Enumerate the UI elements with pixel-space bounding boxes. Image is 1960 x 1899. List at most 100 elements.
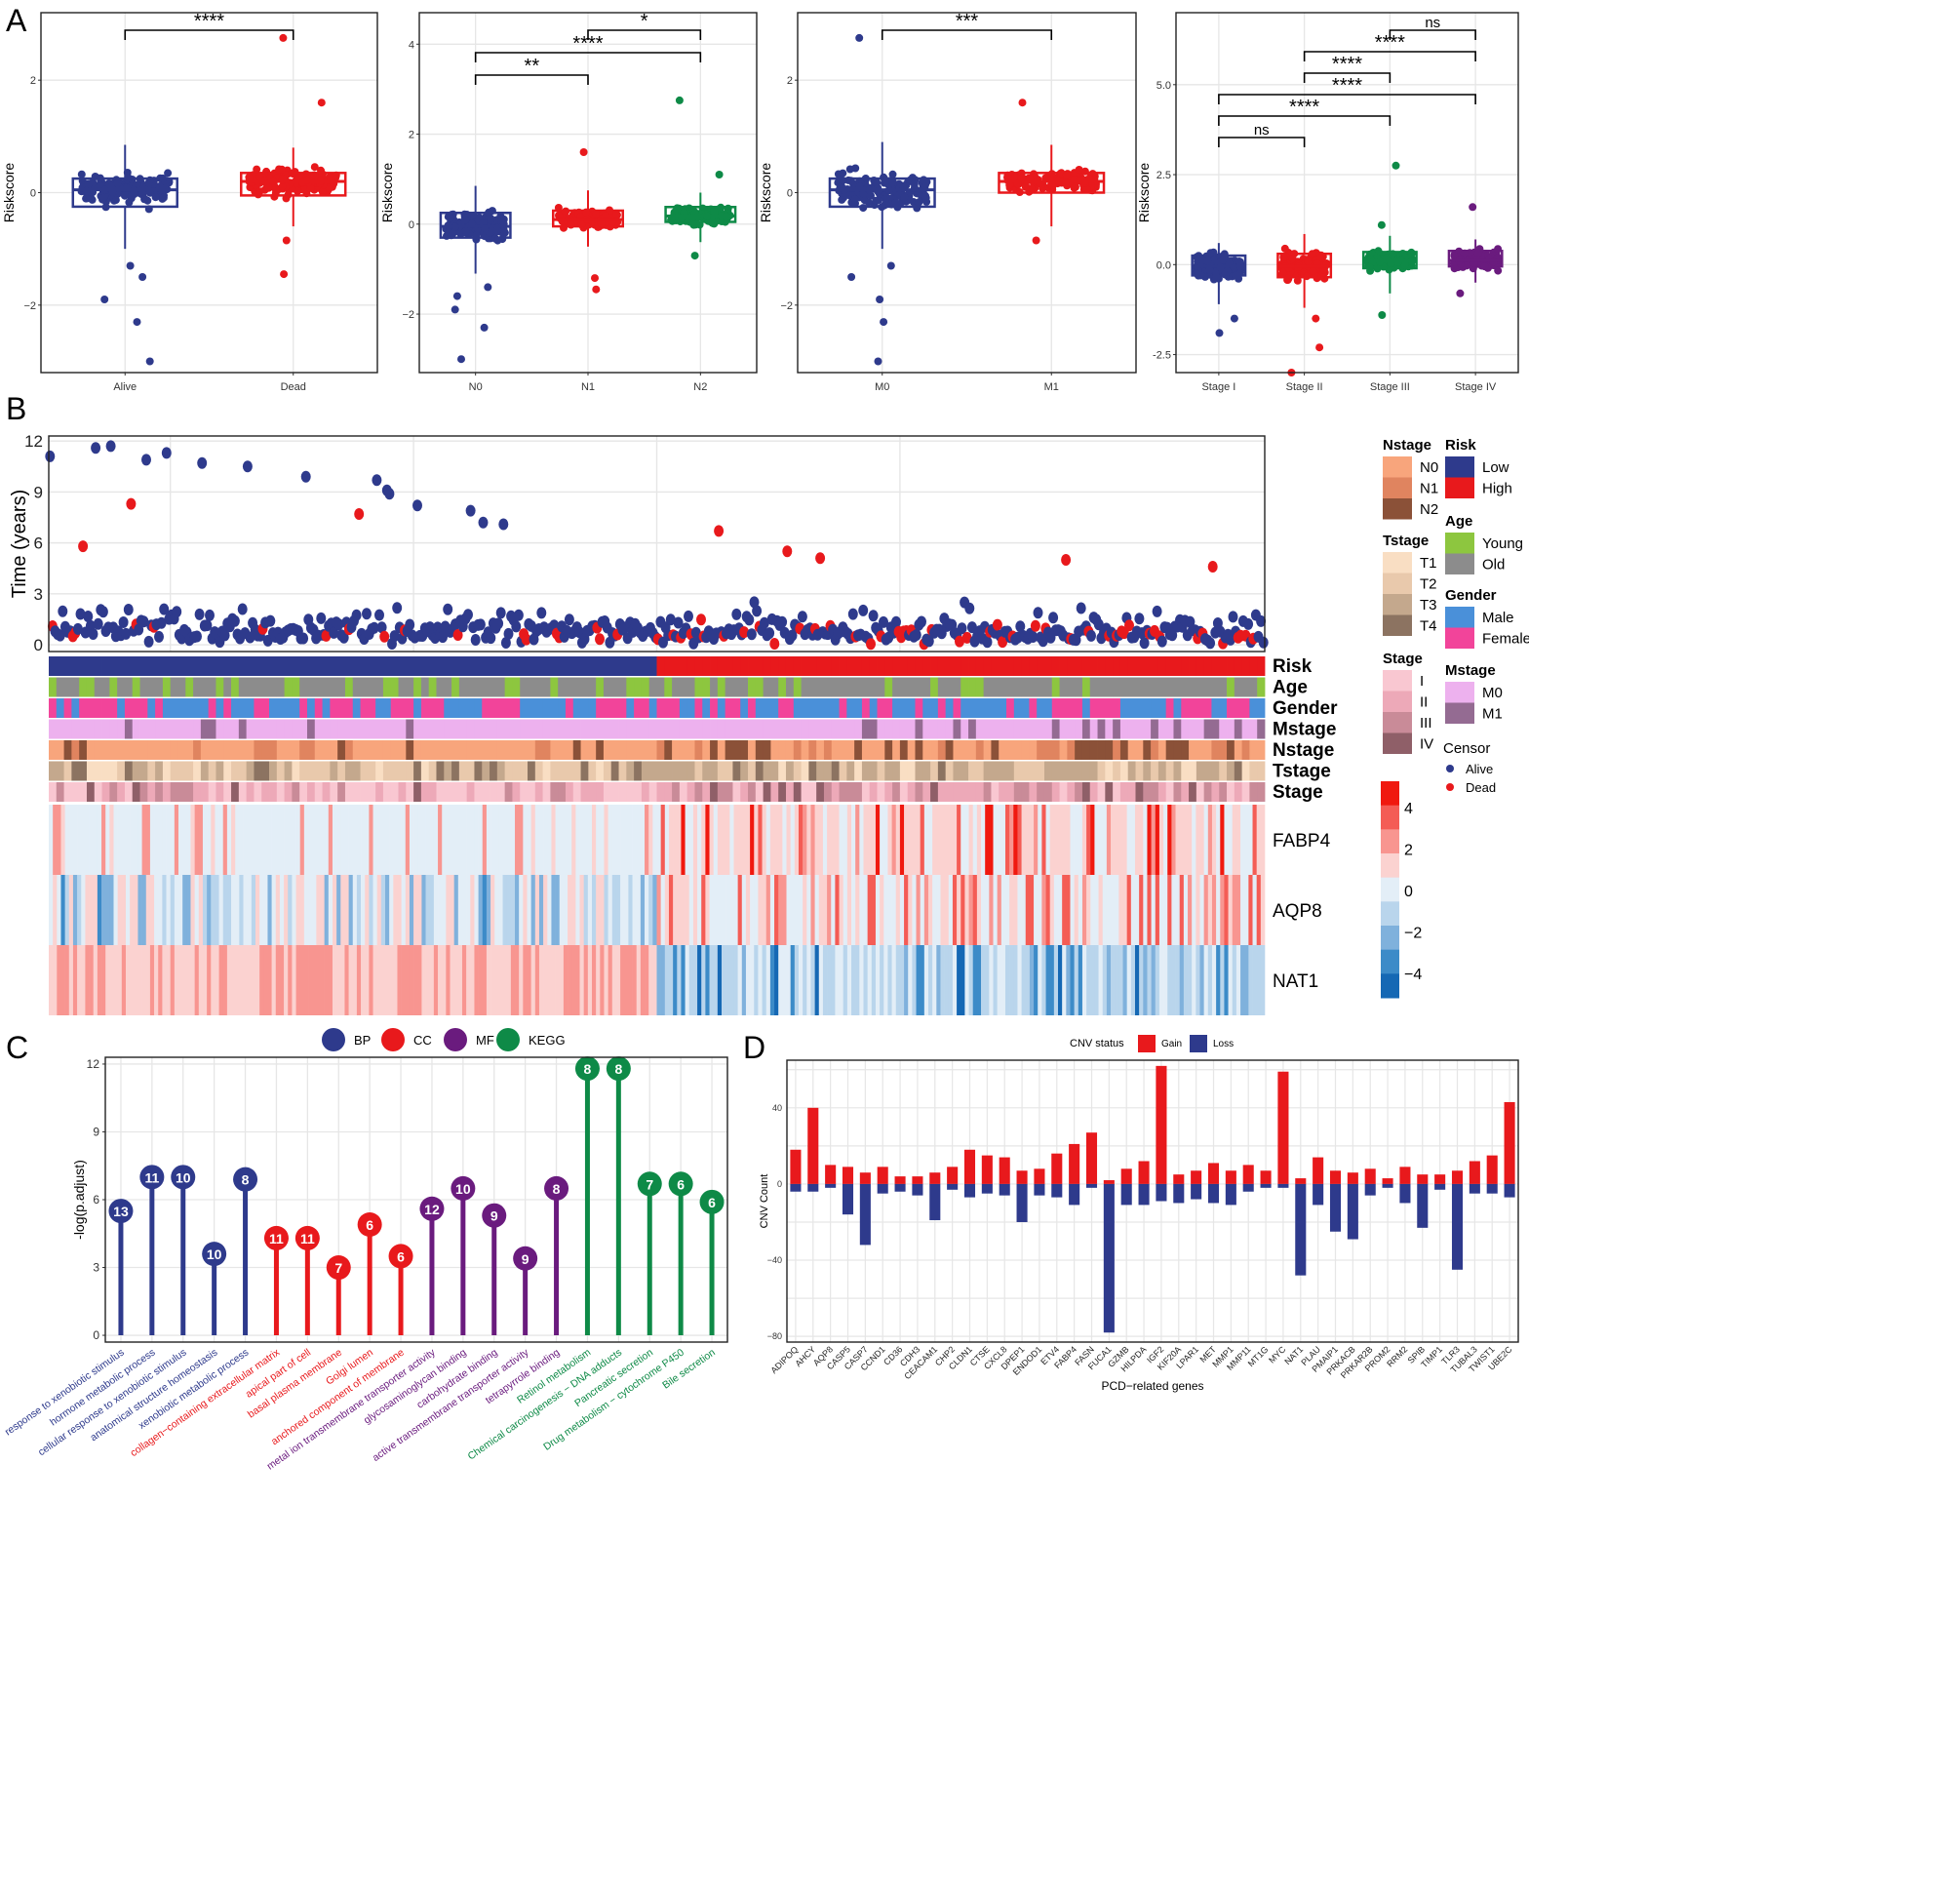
loss-bar-chp2 [947, 1183, 959, 1190]
track-cell [664, 761, 673, 781]
heatmap-cell [1192, 875, 1196, 945]
track-cell [922, 782, 931, 802]
track-cell [254, 698, 262, 718]
survival-point [405, 618, 415, 631]
y-axis-label: Riskscore [758, 163, 773, 223]
heatmap-cell [774, 945, 779, 1015]
heatmap-cell [1078, 805, 1083, 875]
significance-label: **** [194, 11, 224, 32]
track-cell [1013, 740, 1022, 760]
y-axis-label: -log(p.adjust) [71, 1160, 87, 1240]
heatmap-cell [81, 805, 86, 875]
heatmap-cell [1171, 875, 1176, 945]
track-cell [710, 719, 719, 739]
track-cell [945, 698, 954, 718]
heatmap-cell [1115, 945, 1119, 1015]
track-cell [884, 719, 893, 739]
track-cell [444, 761, 452, 781]
track-cell [375, 740, 384, 760]
track-cell [1157, 761, 1167, 781]
heatmap-cell [611, 805, 617, 875]
track-cell [1135, 698, 1144, 718]
track-cell [839, 740, 847, 760]
track-cell [999, 677, 1007, 697]
track-cell [306, 761, 316, 781]
heatmap-cell [981, 875, 986, 945]
track-cell [1241, 656, 1250, 676]
heatmap-cell [1143, 875, 1148, 945]
track-cell [292, 677, 300, 697]
track-cell [94, 740, 102, 760]
heatmap-cell [831, 945, 836, 1015]
heatmap-cell [352, 875, 358, 945]
track-cell [1097, 656, 1106, 676]
track-cell [740, 740, 749, 760]
track-cell [899, 677, 909, 697]
heatmap-cell [1183, 875, 1189, 945]
heatmap-cell [1106, 805, 1112, 875]
count-label: 12 [424, 1202, 440, 1217]
heatmap-cell [786, 945, 791, 1015]
track-cell [223, 656, 232, 676]
heatmap-cell [803, 945, 807, 1015]
track-cell [406, 719, 414, 739]
track-cell [1037, 656, 1045, 676]
track-cell [983, 782, 992, 802]
outlier-point [280, 270, 289, 279]
data-point [151, 193, 160, 202]
legend-swatch-gain [1138, 1035, 1156, 1052]
track-cell [945, 740, 954, 760]
heatmap-cell [1074, 805, 1079, 875]
heatmap-cell [332, 945, 337, 1015]
track-cell [451, 698, 460, 718]
track-cell [482, 740, 490, 760]
track-cell [626, 677, 635, 697]
heatmap-cell [361, 945, 366, 1015]
track-cell [1059, 698, 1068, 718]
track-cell [520, 740, 529, 760]
heatmap-cell [365, 945, 370, 1015]
heatmap-cell [453, 805, 459, 875]
heatmap-cell [1192, 805, 1196, 875]
legend-item: Low [1482, 459, 1509, 476]
survival-point [45, 450, 56, 462]
track-cell [261, 719, 270, 739]
heatmap-cell [575, 805, 580, 875]
track-cell [474, 698, 483, 718]
track-cell [352, 782, 361, 802]
heatmap-cell [1066, 945, 1071, 1015]
track-cell [314, 656, 323, 676]
heatmap-cell [883, 945, 888, 1015]
heatmap-cell [863, 875, 868, 945]
heatmap-cell [790, 875, 796, 945]
track-cell [550, 761, 559, 781]
track-label: Gender [1273, 698, 1338, 719]
track-cell [1051, 698, 1060, 718]
track-cell [937, 656, 947, 676]
track-cell [679, 782, 688, 802]
heatmap-cell [385, 805, 390, 875]
track-cell [922, 677, 931, 697]
track-cell [155, 719, 164, 739]
heatmap-cell [295, 875, 301, 945]
heatmap-cell [288, 945, 293, 1015]
track-cell [306, 656, 316, 676]
track-cell [200, 782, 210, 802]
track-cell [306, 698, 316, 718]
track-cell [1037, 677, 1045, 697]
heatmap-cell [162, 805, 167, 875]
heatmap-cell [1244, 875, 1249, 945]
track-cell [991, 698, 1000, 718]
track-cell [1119, 761, 1129, 781]
heatmap-cell [608, 945, 613, 1015]
track-cell [1043, 677, 1053, 697]
track-cell [892, 740, 901, 760]
survival-point [858, 604, 869, 616]
track-cell [1059, 761, 1068, 781]
track-cell [1173, 782, 1182, 802]
heatmap-cell [713, 945, 719, 1015]
track-cell [801, 761, 809, 781]
heatmap-cell [170, 945, 176, 1015]
heatmap-cell [498, 945, 503, 1015]
track-cell [1203, 719, 1212, 739]
